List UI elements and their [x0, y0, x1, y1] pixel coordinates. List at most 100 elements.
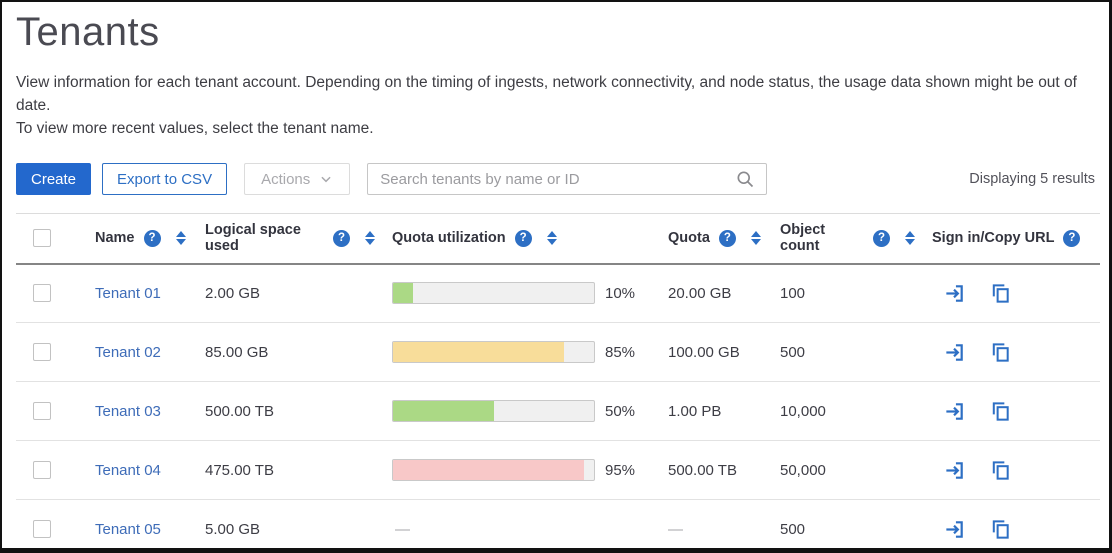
sign-in-icon[interactable] — [943, 341, 966, 364]
logical-space-cell: 475.00 TB — [188, 441, 375, 500]
row-actions-cell — [915, 323, 1100, 382]
quota-utilization-percent: 50% — [605, 402, 636, 420]
quota-utilization-cell: 95% — [375, 441, 651, 500]
quota-help-icon[interactable] — [718, 229, 736, 247]
name-sort-icon[interactable] — [175, 231, 186, 246]
search-icon[interactable] — [735, 169, 755, 194]
row-actions-cell — [915, 441, 1100, 500]
copy-url-icon[interactable] — [989, 282, 1012, 305]
logical-space-value: 475.00 TB — [205, 461, 274, 479]
copy-url-icon[interactable] — [989, 459, 1012, 482]
tenants-table: Name Logical space used — [16, 213, 1100, 549]
header-object-count-label: Object count — [780, 222, 826, 255]
object-count-cell: 100 — [763, 264, 915, 323]
tenant-name-link[interactable]: Tenant 04 — [95, 461, 161, 479]
quota-cell: 100.00 GB — [651, 323, 763, 382]
header-logical-space-label: Logical space used — [205, 222, 301, 255]
row-checkbox[interactable] — [33, 343, 51, 362]
header-select-all — [16, 214, 78, 264]
row-checkbox[interactable] — [33, 520, 51, 539]
logical-space-cell: 500.00 TB — [188, 382, 375, 441]
object-count-help-icon[interactable] — [873, 229, 890, 247]
quota-utilization-sort-icon[interactable] — [546, 231, 557, 246]
quota-value: — — [668, 520, 683, 538]
table-row: Tenant 01 2.00 GB 10% 20.00 GB 100 — [16, 264, 1100, 323]
chevron-down-icon — [319, 172, 333, 186]
quota-utilization-fill — [393, 401, 494, 421]
sign-in-icon[interactable] — [943, 282, 966, 305]
export-csv-button[interactable]: Export to CSV — [102, 163, 228, 195]
copy-url-icon[interactable] — [989, 518, 1012, 541]
quota-utilization-bar — [392, 459, 595, 481]
quota-utilization-help-icon[interactable] — [514, 229, 532, 247]
tenant-name-link[interactable]: Tenant 01 — [95, 284, 161, 302]
results-count: Displaying 5 results — [969, 171, 1095, 187]
object-count-cell: 10,000 — [763, 382, 915, 441]
header-quota-utilization-label: Quota utilization — [392, 230, 506, 247]
table-row: Tenant 04 475.00 TB 95% 500.00 TB 50,000 — [16, 441, 1100, 500]
quota-utilization-cell: 85% — [375, 323, 651, 382]
quota-cell: 1.00 PB — [651, 382, 763, 441]
search-input[interactable] — [367, 163, 768, 195]
page-description: View information for each tenant account… — [16, 71, 1095, 140]
quota-utilization-cell: 50% — [375, 382, 651, 441]
logical-space-sort-icon[interactable] — [365, 231, 375, 246]
object-count-cell: 500 — [763, 500, 915, 549]
tenant-name-cell: Tenant 02 — [78, 323, 188, 382]
logical-space-value: 2.00 GB — [205, 284, 261, 302]
toolbar: Create Export to CSV Actions Displaying … — [16, 163, 1095, 195]
header-quota: Quota — [651, 214, 763, 264]
page-description-line2: To view more recent values, select the t… — [16, 120, 374, 137]
quota-value: 100.00 GB — [668, 343, 740, 361]
create-button[interactable]: Create — [16, 163, 92, 195]
table-row: Tenant 05 5.00 GB — — 500 — [16, 500, 1100, 549]
row-checkbox[interactable] — [33, 402, 51, 421]
object-count-value: 10,000 — [780, 402, 826, 420]
logical-space-help-icon[interactable] — [333, 229, 350, 247]
quota-utilization-bar — [392, 282, 595, 305]
header-quota-label: Quota — [668, 230, 710, 247]
quota-cell: 500.00 TB — [651, 441, 763, 500]
quota-value: 1.00 PB — [668, 402, 722, 420]
row-actions-cell — [915, 264, 1100, 323]
quota-utilization-fill — [393, 283, 414, 304]
row-actions-cell — [915, 500, 1100, 549]
row-select-cell — [16, 323, 78, 382]
row-select-cell — [16, 382, 78, 441]
tenant-name-link[interactable]: Tenant 02 — [95, 343, 161, 361]
quota-utilization-bar — [392, 341, 595, 363]
page-title: Tenants — [16, 10, 160, 54]
actions-dropdown-button[interactable]: Actions — [244, 163, 351, 195]
object-count-cell: 50,000 — [763, 441, 915, 500]
quota-cell: — — [651, 500, 763, 549]
quota-sort-icon[interactable] — [750, 231, 761, 246]
row-checkbox[interactable] — [33, 284, 51, 303]
object-count-sort-icon[interactable] — [905, 231, 915, 246]
row-checkbox[interactable] — [33, 461, 51, 480]
object-count-value: 50,000 — [780, 461, 826, 479]
tenant-name-cell: Tenant 05 — [78, 500, 188, 549]
quota-value: 500.00 TB — [668, 461, 737, 479]
sign-in-icon[interactable] — [943, 400, 966, 423]
tenant-name-link[interactable]: Tenant 05 — [95, 520, 161, 538]
select-all-checkbox[interactable] — [33, 229, 51, 248]
quota-utilization-percent: 10% — [605, 284, 636, 302]
sign-in-icon[interactable] — [943, 518, 966, 541]
sign-in-copy-url-help-icon[interactable] — [1063, 229, 1081, 247]
header-object-count: Object count — [763, 214, 915, 264]
quota-utilization-bar — [392, 400, 595, 422]
header-sign-in-copy-url: Sign in/Copy URL — [915, 214, 1100, 264]
tenant-name-link[interactable]: Tenant 03 — [95, 402, 161, 420]
header-quota-utilization: Quota utilization — [375, 214, 651, 264]
sign-in-icon[interactable] — [943, 459, 966, 482]
row-select-cell — [16, 441, 78, 500]
logical-space-value: 500.00 TB — [205, 402, 274, 420]
row-select-cell — [16, 264, 78, 323]
name-help-icon[interactable] — [143, 229, 161, 247]
search-field-wrap — [367, 163, 768, 195]
object-count-value: 100 — [780, 284, 806, 302]
copy-url-icon[interactable] — [989, 341, 1012, 364]
tenant-name-cell: Tenant 03 — [78, 382, 188, 441]
copy-url-icon[interactable] — [989, 400, 1012, 423]
